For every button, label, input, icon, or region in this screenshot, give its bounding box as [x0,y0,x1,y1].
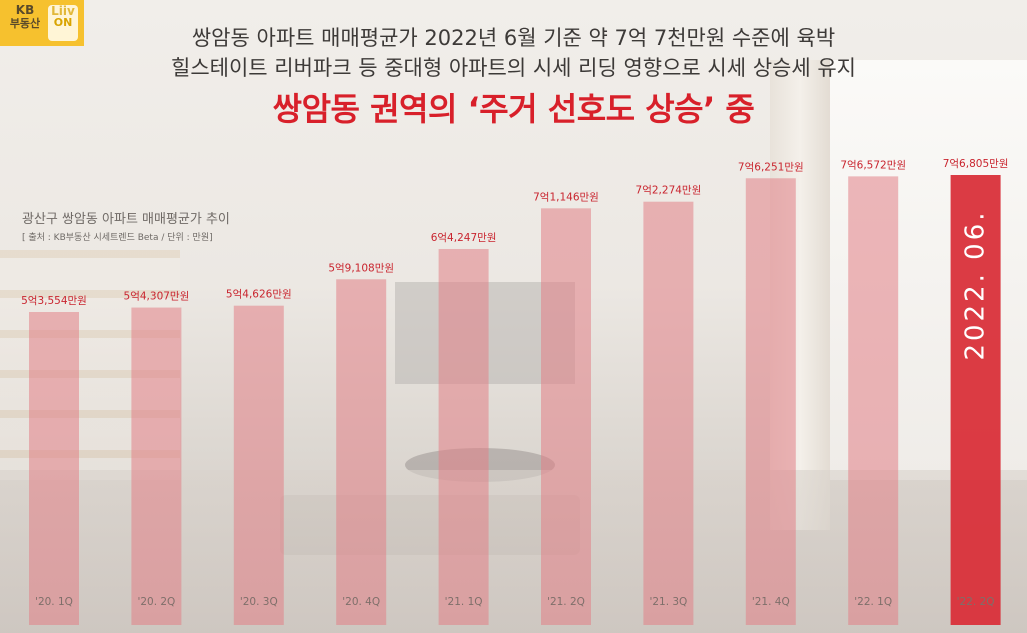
kb-logo: KB 부동산 [8,3,42,31]
kb-logo-line1: KB [15,3,35,17]
bar-8 [848,176,899,625]
headline-line-1: 쌍암동 아파트 매매평균가 2022년 6월 기준 약 7억 7천만원 수준에 … [191,26,836,50]
chart-caption-title: 광산구 쌍암동 아파트 매매평균가 추이 [22,212,230,227]
headline-emphasis: 쌍암동 권역의 ‘주거 선호도 상승’ 중 [272,90,755,128]
bar-3 [336,279,387,625]
bar-0 [29,312,79,625]
category-tick-label-4: '21. 1Q [445,596,483,608]
category-tick-label-1: '20. 2Q [137,596,175,608]
category-tick-label-9: '22. 2Q [957,596,995,608]
liiv-icon: Liiv [51,4,75,18]
bar-2 [233,305,284,625]
category-tick-label-5: '21. 2Q [547,596,585,608]
bar-value-label-7: 7억6,251만원 [738,161,804,173]
kb-liiv-on-logo: KB 부동산 Liiv ON [0,0,84,46]
bar-4 [438,248,489,625]
bar-7 [745,178,796,625]
bar-6 [643,201,694,626]
chart-caption-source: [ 출처 : KB부동산 시세트렌드 Beta / 단위 : 만원] [22,233,213,243]
bar-9 [950,175,1001,625]
bar-value-label-9: 7억6,805만원 [943,158,1009,170]
category-tick-label-3: '20. 4Q [342,596,380,608]
kb-logo-line2: 부동산 [9,17,41,30]
bar-value-label-0: 5억3,554만원 [21,295,87,307]
headline-line-2: 힐스테이트 리버파크 등 중대형 아파트의 시세 리딩 영향으로 시세 상승세 … [171,56,856,80]
category-tick-label-0: '20. 1Q [35,596,73,608]
bar-value-label-4: 6억4,247만원 [431,232,497,244]
highlight-date-label: 2022. 06. [961,209,991,360]
bar-value-label-3: 5억9,108만원 [328,262,394,274]
bar-value-label-1: 5억4,307만원 [124,291,190,303]
bar-value-label-6: 7억2,274만원 [636,185,702,197]
bar-value-label-8: 7억6,572만원 [840,159,906,171]
bar-1 [131,307,182,625]
liiv-on-badge: Liiv ON [48,5,78,41]
category-tick-label-7: '21. 4Q [752,596,790,608]
bar-value-label-2: 5억4,626만원 [226,289,292,301]
category-tick-label-8: '22. 1Q [854,596,892,608]
on-label: ON [53,16,73,29]
category-tick-label-2: '20. 3Q [240,596,278,608]
category-tick-label-6: '21. 3Q [649,596,687,608]
bar-5 [541,208,591,626]
bar-value-label-5: 7억1,146만원 [533,191,599,203]
